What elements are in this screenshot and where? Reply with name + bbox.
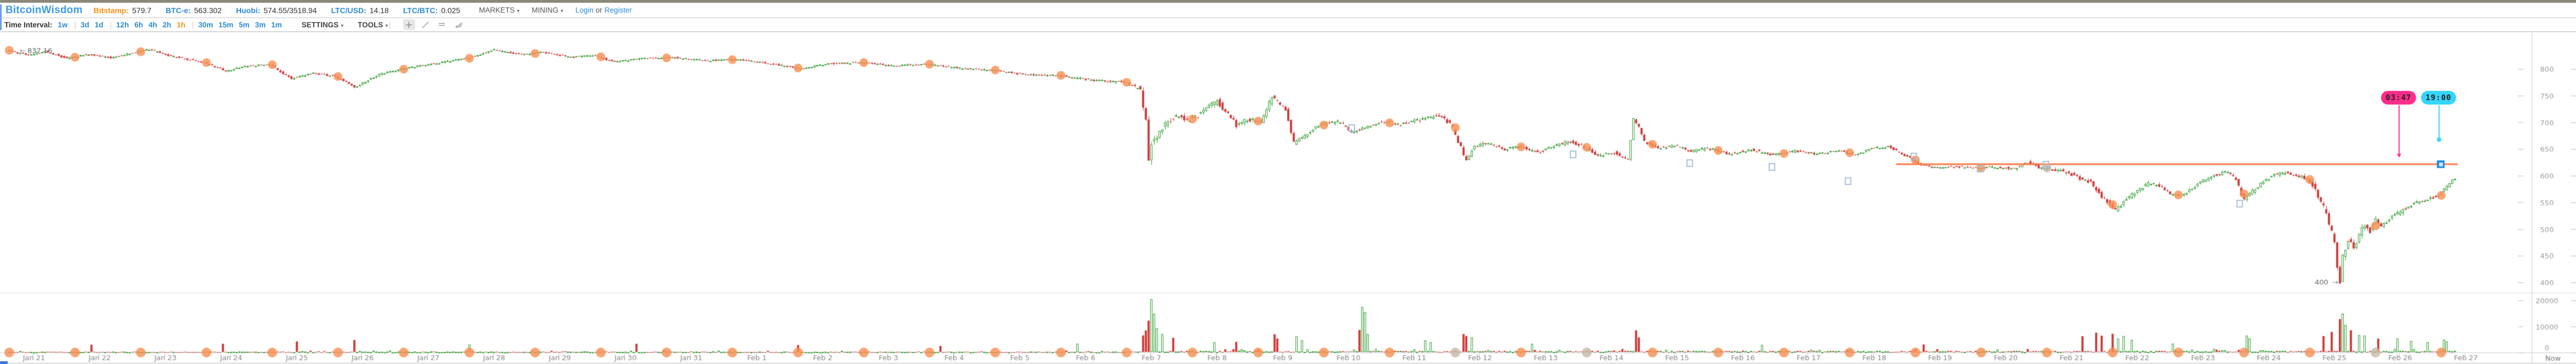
- tools-menu[interactable]: TOOLS ▾: [358, 20, 388, 29]
- chevron-down-icon: ▾: [341, 22, 344, 29]
- countdown-marker-pink[interactable]: 03:47: [2381, 91, 2416, 105]
- ticker-huobi[interactable]: Huobi: 574.55/3518.94: [236, 6, 317, 15]
- interval-1w[interactable]: 1w: [58, 20, 68, 29]
- status-fragment: [0, 361, 8, 364]
- interval-3m[interactable]: 3m: [255, 20, 266, 29]
- ticker-value: 574.55/3518.94: [263, 5, 317, 15]
- interval-1m[interactable]: 1m: [271, 20, 282, 29]
- ticker-value: 14.18: [369, 5, 389, 15]
- trendline-icon[interactable]: [420, 19, 432, 30]
- interval-6h[interactable]: 6h: [134, 20, 144, 29]
- ticker-value: 0.025: [441, 5, 461, 15]
- ticker-label: LTC/USD:: [331, 5, 366, 15]
- ticker-label: LTC/BTC:: [403, 5, 438, 15]
- ticker-btce[interactable]: BTC-e: 563.302: [165, 6, 222, 15]
- register-link[interactable]: Register: [604, 6, 632, 14]
- divider: |: [74, 20, 77, 29]
- interval-1d[interactable]: 1d: [94, 20, 104, 29]
- ticker-ltcusd[interactable]: LTC/USD: 14.18: [331, 6, 388, 15]
- header-nav: MARKETS ▾ MINING ▾ Login or Register: [479, 6, 632, 14]
- ticker-bitstamp[interactable]: Bitstamp: 579.7: [94, 6, 152, 15]
- time-interval-label: Time Interval:: [4, 20, 53, 29]
- ticker-value: 579.7: [132, 5, 152, 15]
- chevron-down-icon: ▾: [385, 22, 388, 29]
- chevron-down-icon: ▾: [560, 8, 564, 14]
- markets-menu[interactable]: MARKETS ▾: [479, 6, 520, 14]
- interval-15m[interactable]: 15m: [219, 20, 234, 29]
- header: BitcoinWisdom Bitstamp: 579.7 BTC-e: 563.30…: [0, 3, 2576, 18]
- brand-logo[interactable]: BitcoinWisdom: [5, 4, 83, 16]
- ticker-label: BTC-e:: [165, 5, 191, 15]
- divider: |: [192, 20, 194, 29]
- ticker-value: 563.302: [194, 5, 222, 15]
- login-link[interactable]: Login: [575, 6, 594, 14]
- ticker-strip: Bitstamp: 579.7 BTC-e: 563.302 Huobi: 574.55/…: [94, 6, 475, 15]
- page-top-strip: [0, 0, 2576, 3]
- interval-12h[interactable]: 12h: [116, 20, 129, 29]
- ticker-label: Bitstamp:: [93, 5, 129, 15]
- divider: |: [389, 20, 391, 29]
- interval-30m[interactable]: 30m: [198, 20, 213, 29]
- ticker-label: Huobi:: [236, 5, 261, 15]
- interval-1h[interactable]: 1h: [176, 20, 186, 29]
- or-text: or: [595, 6, 603, 14]
- chart-toolbar: Time Interval: 1w | 3d 1d | 12h 6h 4h 2h 1h | 30m 15…: [0, 18, 2576, 32]
- countdown-marker-cyan[interactable]: 19:00: [2421, 91, 2456, 105]
- fan-lines-icon[interactable]: [452, 19, 464, 30]
- drawing-tools: [403, 19, 469, 30]
- interval-5m[interactable]: 5m: [239, 20, 250, 29]
- interval-4h[interactable]: 4h: [148, 20, 157, 29]
- auth-links: Login or Register: [575, 6, 632, 14]
- interval-selector: 1w | 3d 1d | 12h 6h 4h 2h 1h | 30m 15m 5m 3m 1m: [58, 21, 288, 29]
- settings-menu[interactable]: SETTINGS ▾: [301, 20, 344, 29]
- divider: |: [110, 20, 112, 29]
- crosshair-icon[interactable]: [403, 19, 415, 30]
- interval-2h[interactable]: 2h: [162, 20, 171, 29]
- mining-menu[interactable]: MINING ▾: [531, 6, 564, 14]
- interval-3d[interactable]: 3d: [81, 20, 89, 29]
- horizontal-lines-icon[interactable]: [436, 19, 448, 30]
- left-edge-accent: [0, 4, 2, 30]
- chevron-down-icon: ▾: [517, 8, 520, 14]
- ticker-ltcbtc[interactable]: LTC/BTC: 0.025: [403, 6, 461, 15]
